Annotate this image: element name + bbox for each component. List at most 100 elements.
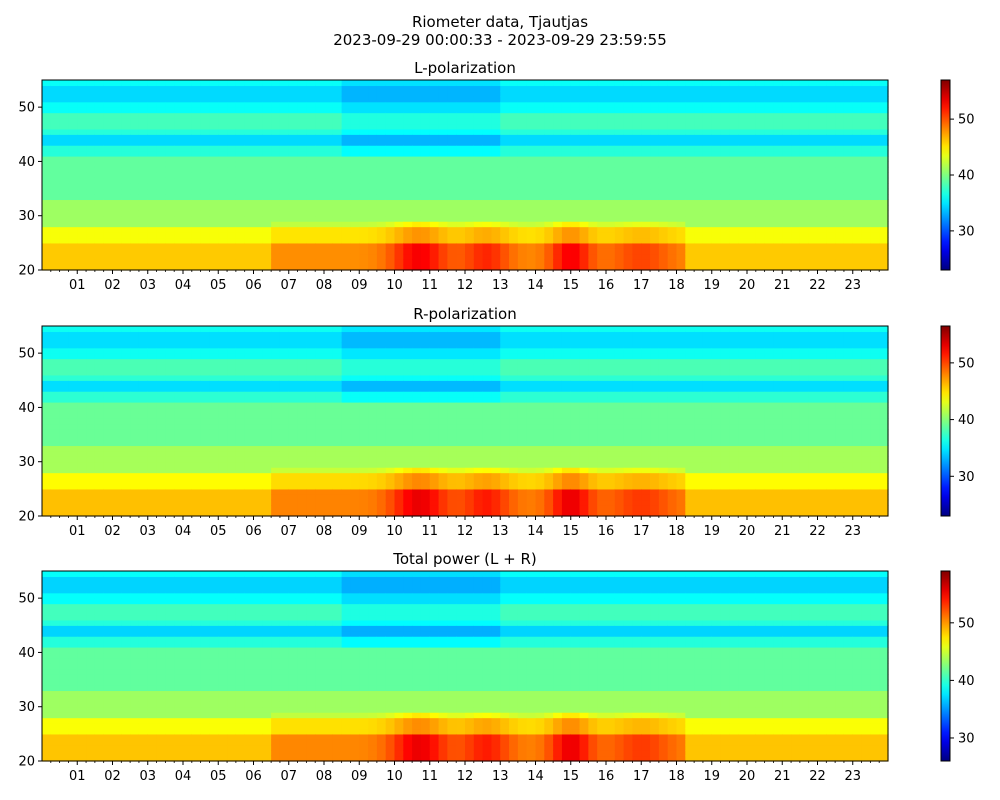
heatmap-cell (68, 500, 77, 506)
heatmap-cell (694, 194, 703, 200)
heatmap-cell (254, 413, 263, 419)
heatmap-cell (562, 129, 571, 135)
heatmap-cell (209, 259, 218, 265)
heatmap-cell (174, 445, 183, 451)
heatmap-cell (368, 118, 377, 124)
heatmap-cell (685, 210, 694, 216)
heatmap-cell (306, 156, 315, 162)
heatmap-cell (447, 85, 456, 91)
heatmap-cell (289, 254, 298, 260)
heatmap-cell (368, 483, 377, 489)
heatmap-cell (148, 140, 157, 146)
heatmap-cell (412, 462, 421, 468)
heatmap-cell (756, 91, 765, 97)
heatmap-cell (218, 435, 227, 441)
heatmap-cell (157, 248, 166, 254)
heatmap-cell (571, 102, 580, 108)
heatmap-cell (271, 353, 280, 359)
heatmap-cell (632, 259, 641, 265)
heatmap-cell (121, 221, 130, 227)
heatmap-cell (315, 359, 324, 365)
heatmap-cell (624, 91, 633, 97)
heatmap-cell (148, 123, 157, 129)
heatmap-cell (632, 205, 641, 211)
heatmap-cell (130, 331, 139, 337)
heatmap-cell (447, 237, 456, 243)
heatmap-cell (289, 140, 298, 146)
heatmap-cell (668, 237, 677, 243)
heatmap-cell (86, 145, 95, 151)
heatmap-cell (130, 353, 139, 359)
heatmap-cell (289, 123, 298, 129)
heatmap-cell (738, 80, 747, 86)
heatmap-cell (403, 140, 412, 146)
heatmap-cell (659, 216, 668, 222)
heatmap-cell (245, 129, 254, 135)
heatmap-cell (227, 205, 236, 211)
heatmap-cell (650, 145, 659, 151)
heatmap-cell (738, 259, 747, 265)
heatmap-cell (209, 254, 218, 260)
heatmap-cell (51, 161, 60, 167)
heatmap-cell (685, 237, 694, 243)
heatmap-cell (183, 500, 192, 506)
heatmap-cell (227, 161, 236, 167)
heatmap-cell (447, 102, 456, 108)
heatmap-cell (765, 243, 774, 249)
heatmap-cell (298, 232, 307, 238)
heatmap-cell (597, 254, 606, 260)
heatmap-cell (756, 113, 765, 119)
heatmap-cell (218, 337, 227, 343)
heatmap-cell (818, 134, 827, 140)
heatmap-cell (809, 129, 818, 135)
heatmap-cell (306, 424, 315, 430)
heatmap-cell (113, 123, 122, 129)
heatmap-cell (60, 386, 69, 392)
heatmap-cell (844, 243, 853, 249)
heatmap-cell (201, 456, 210, 462)
heatmap-cell (139, 102, 148, 108)
heatmap-cell (95, 259, 104, 265)
heatmap-cell (139, 178, 148, 184)
heatmap-cell (844, 151, 853, 157)
heatmap-cell (738, 254, 747, 260)
heatmap-cell (641, 151, 650, 157)
heatmap-cell (245, 199, 254, 205)
heatmap-cell (527, 232, 536, 238)
heatmap-cell (465, 140, 474, 146)
heatmap-cell (403, 145, 412, 151)
heatmap-cell (386, 331, 395, 337)
heatmap-cell (298, 194, 307, 200)
heatmap-cell (333, 348, 342, 354)
heatmap-cell (650, 107, 659, 113)
heatmap-cell (350, 172, 359, 178)
heatmap-cell (262, 123, 271, 129)
heatmap-cell (782, 85, 791, 91)
heatmap-cell (712, 151, 721, 157)
heatmap-cell (262, 227, 271, 233)
heatmap-cell (403, 96, 412, 102)
heatmap-cell (121, 369, 130, 375)
heatmap-cell (588, 216, 597, 222)
heatmap-cell (853, 96, 862, 102)
heatmap-cell (765, 113, 774, 119)
heatmap-cell (439, 129, 448, 135)
heatmap-cell (174, 456, 183, 462)
heatmap-cell (148, 337, 157, 343)
heatmap-cell (350, 337, 359, 343)
heatmap-cell (879, 172, 888, 178)
heatmap-cell (844, 189, 853, 195)
heatmap-cell (632, 237, 641, 243)
heatmap-cell (395, 429, 404, 435)
heatmap-cell (148, 85, 157, 91)
heatmap-cell (42, 183, 51, 189)
heatmap-cell (368, 151, 377, 157)
heatmap-cell (104, 505, 113, 511)
heatmap-cell (209, 500, 218, 506)
heatmap-cell (580, 129, 589, 135)
heatmap-cell (139, 221, 148, 227)
heatmap-cell (712, 205, 721, 211)
heatmap-cell (104, 118, 113, 124)
heatmap-cell (104, 483, 113, 489)
heatmap-cell (580, 221, 589, 227)
